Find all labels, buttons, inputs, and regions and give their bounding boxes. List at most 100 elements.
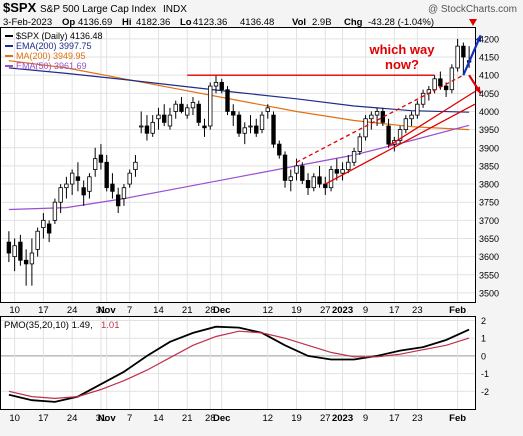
candle-body bbox=[225, 89, 230, 112]
low-label: Lo bbox=[180, 17, 192, 28]
x-tick-label: 2023 bbox=[332, 413, 353, 424]
candle-body bbox=[323, 183, 328, 189]
candle-body bbox=[397, 129, 403, 141]
x-tick-label: 10 bbox=[9, 413, 20, 424]
candle-body bbox=[288, 176, 293, 181]
arrow-down-icon bbox=[474, 86, 481, 94]
candle-body bbox=[139, 125, 144, 128]
x-tick-label: 7 bbox=[127, 413, 132, 424]
annotation-line1: which way bbox=[368, 42, 435, 57]
x-tick-label: Dec bbox=[213, 413, 230, 424]
candle-body bbox=[87, 176, 92, 192]
candle-body bbox=[179, 103, 184, 112]
ma200-line bbox=[8, 60, 470, 131]
pmo-y-tick-label: 1 bbox=[481, 334, 486, 344]
high-value: 4182.36 bbox=[136, 17, 170, 28]
candle-body bbox=[167, 114, 173, 127]
candle-body bbox=[449, 67, 455, 91]
y-tick-label: 3700 bbox=[479, 216, 499, 226]
index-name: S&P 500 Large Cap Index bbox=[40, 4, 156, 15]
pmo-signal-line bbox=[8, 330, 470, 400]
candle-body bbox=[18, 241, 23, 261]
candle-body bbox=[64, 183, 69, 189]
candle-body bbox=[420, 92, 426, 105]
candle-body bbox=[104, 161, 109, 189]
x-tick-label: 19 bbox=[291, 413, 302, 424]
candle-body bbox=[357, 136, 362, 152]
vol-label: Vol bbox=[292, 17, 306, 28]
annotation-line2: now? bbox=[385, 57, 419, 72]
pmo-y-tick-label: -2 bbox=[481, 387, 489, 397]
candle-body bbox=[173, 103, 178, 112]
candle-body bbox=[386, 125, 391, 145]
candle-body bbox=[334, 169, 339, 174]
candle-body bbox=[121, 187, 127, 199]
y-tick-label: 3550 bbox=[479, 270, 499, 280]
x-tick-label: 17 bbox=[389, 413, 400, 424]
candle-body bbox=[300, 165, 305, 181]
candle-body bbox=[110, 183, 115, 192]
exchange-label: INDX bbox=[163, 4, 187, 15]
candle-body bbox=[443, 85, 449, 91]
x-tick-label: 24 bbox=[67, 413, 78, 424]
candle-body bbox=[415, 103, 420, 116]
y-tick-label: 3900 bbox=[479, 143, 499, 153]
candle-body bbox=[150, 121, 155, 134]
legend-label: EMA(200) 3997.75 bbox=[16, 41, 92, 51]
candle-body bbox=[432, 78, 437, 91]
candle-body bbox=[219, 82, 224, 91]
y-tick-label: 4100 bbox=[479, 71, 499, 81]
low-value: 4123.36 bbox=[193, 17, 227, 28]
candle-body bbox=[242, 127, 247, 134]
x-tick-label: 21 bbox=[182, 413, 193, 424]
x-tick-label: Dec bbox=[213, 305, 230, 316]
x-tick-label: Nov bbox=[98, 305, 117, 316]
y-tick-label: 3650 bbox=[479, 234, 499, 244]
x-tick-label: 27 bbox=[320, 305, 331, 316]
candle-body bbox=[328, 169, 334, 189]
y-tick-label: 4050 bbox=[479, 89, 499, 99]
pmo-signal-label: 1.01 bbox=[101, 320, 120, 331]
trend-line bbox=[324, 103, 476, 185]
x-tick-label: 12 bbox=[262, 305, 273, 316]
arrow-up-icon bbox=[475, 35, 481, 43]
candle-body bbox=[35, 230, 40, 250]
x-tick-label: 14 bbox=[153, 305, 164, 316]
x-tick-label: 2023 bbox=[332, 305, 353, 316]
candle-body bbox=[81, 187, 86, 196]
y-tick-label: 3950 bbox=[479, 125, 499, 135]
legend-label: EMA(50) 3961.69 bbox=[16, 61, 87, 71]
trend-line bbox=[296, 74, 464, 163]
pmo-y-tick-label: 2 bbox=[481, 316, 486, 326]
candle-body bbox=[58, 187, 63, 203]
x-tick-label: 10 bbox=[9, 305, 20, 316]
candle-body bbox=[294, 165, 299, 174]
x-tick-label: 27 bbox=[320, 413, 331, 424]
candle-body bbox=[185, 107, 190, 116]
x-tick-label: 9 bbox=[363, 413, 368, 424]
candle-body bbox=[12, 245, 17, 258]
candle-body bbox=[23, 259, 29, 265]
x-tick-label: 9 bbox=[363, 305, 368, 316]
pmo-y-tick-label: -1 bbox=[481, 369, 489, 379]
ema200-line bbox=[8, 67, 470, 113]
candle-body bbox=[231, 111, 236, 116]
y-tick-label: 3850 bbox=[479, 161, 499, 171]
candle-body bbox=[116, 194, 121, 207]
candle-body bbox=[133, 161, 138, 170]
candle-body bbox=[455, 45, 460, 69]
legend-label: $SPX (Daily) 4136.48 bbox=[16, 31, 103, 41]
x-tick-label: 19 bbox=[291, 305, 302, 316]
x-tick-label: 14 bbox=[153, 413, 164, 424]
candle-body bbox=[340, 169, 345, 174]
x-tick-label: 23 bbox=[412, 413, 423, 424]
vol-value: 2.9B bbox=[312, 17, 332, 28]
candle-body bbox=[317, 176, 322, 185]
candle-body bbox=[208, 85, 213, 127]
high-label: Hi bbox=[122, 17, 132, 28]
candle-body bbox=[409, 114, 414, 120]
ema50-line bbox=[8, 124, 470, 211]
x-tick-label: 12 bbox=[262, 413, 273, 424]
